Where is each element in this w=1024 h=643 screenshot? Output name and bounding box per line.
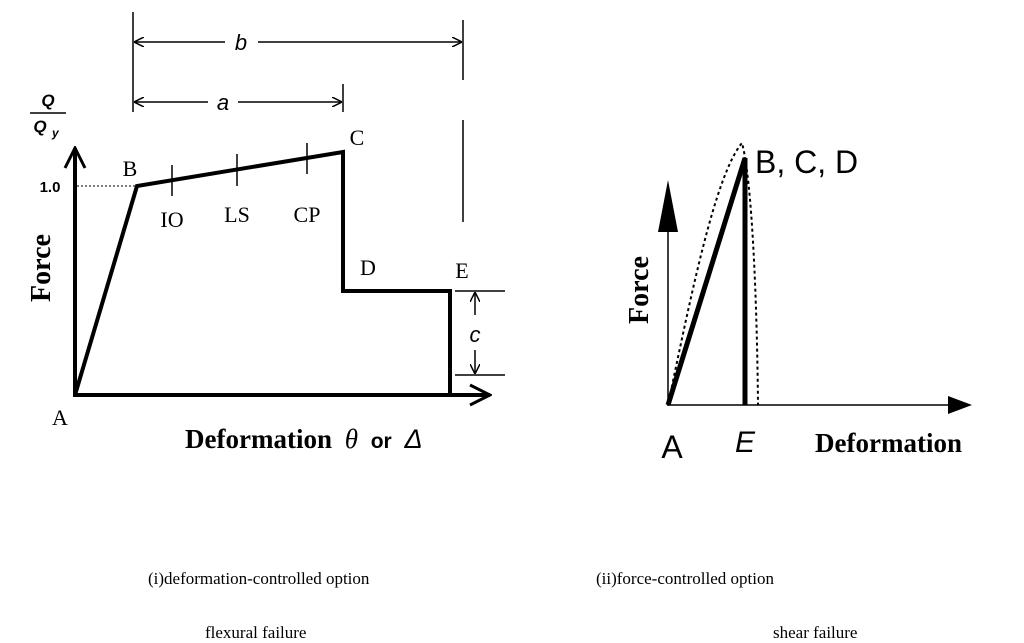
point-label: D xyxy=(360,255,376,280)
level-label: IO xyxy=(160,207,183,232)
dimension-label: b xyxy=(235,30,247,55)
x-axis-symbol: θ xyxy=(345,424,358,454)
point-label: E xyxy=(455,258,468,283)
y-axis-label: Force xyxy=(624,256,655,324)
y-label-subscript: y xyxy=(51,126,60,140)
y-label-denominator: Q xyxy=(33,117,46,136)
x-axis-label-word: Deformation xyxy=(185,424,332,454)
x-axis-symbol: Δ xyxy=(403,424,422,454)
y-axis-arrow xyxy=(658,180,678,232)
origin-label: A xyxy=(661,429,683,465)
level-label: CP xyxy=(294,202,321,227)
force-deformation-curve xyxy=(73,149,452,396)
left-diagram: b a c Q Q y 1.0 Force A B C D E IO LS CP… xyxy=(26,12,505,454)
caption: shear failure xyxy=(773,623,857,642)
peak-label: B, C, D xyxy=(755,144,858,180)
caption: (ii)force-controlled option xyxy=(596,569,774,588)
point-label: A xyxy=(52,405,68,430)
caption: (i)deformation-controlled option xyxy=(148,569,370,588)
y-axis-label: Force xyxy=(26,234,57,302)
x-axis-label: Deformation θ or Δ xyxy=(185,424,423,454)
x-axis-label: Deformation xyxy=(815,428,962,458)
level-label: LS xyxy=(224,202,250,227)
x-axis-arrow xyxy=(948,396,972,414)
dimension-label: c xyxy=(470,322,481,347)
dimension-label: a xyxy=(217,90,229,115)
end-label: E xyxy=(735,426,756,459)
point-label: B xyxy=(123,156,138,181)
dotted-curve xyxy=(667,140,759,406)
point-label: C xyxy=(350,125,365,150)
yield-value: 1.0 xyxy=(40,179,61,196)
force-deformation-curve xyxy=(665,157,748,406)
caption: flexural failure xyxy=(205,623,306,642)
x-axis-or: or xyxy=(371,430,392,453)
y-label-numerator: Q xyxy=(41,91,54,110)
right-diagram: Force B, C, D A E Deformation xyxy=(624,140,972,465)
